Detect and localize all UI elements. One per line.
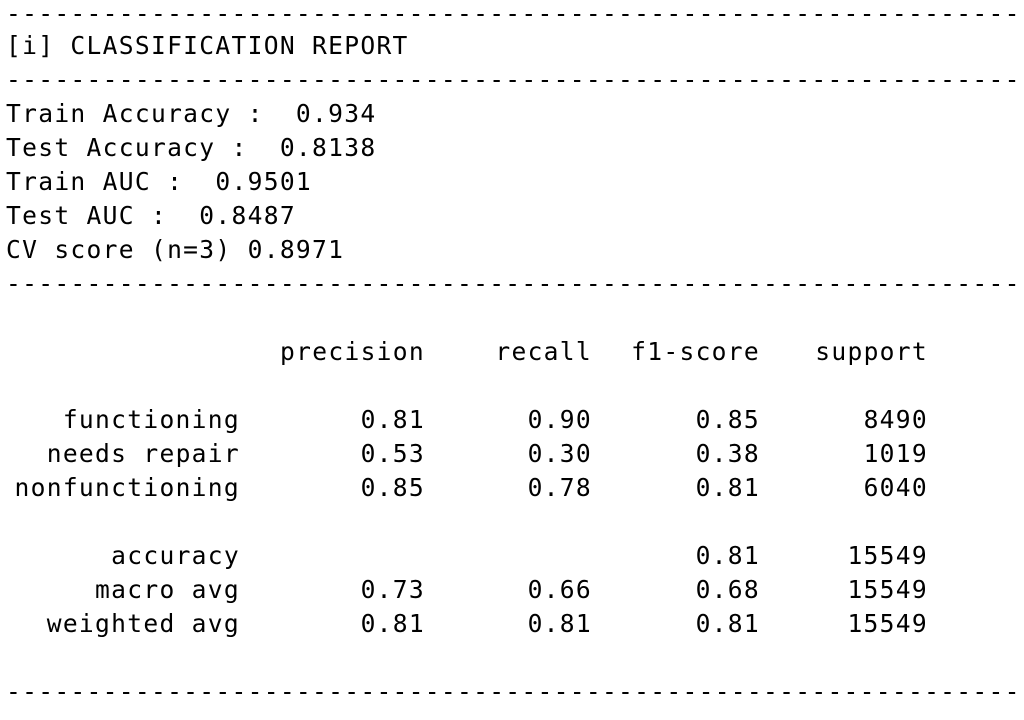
row-support: 15549 bbox=[847, 609, 928, 638]
row-recall: 0.81 bbox=[527, 609, 592, 638]
row-f1: 0.81 bbox=[695, 473, 760, 502]
row-label: weighted avg bbox=[46, 609, 240, 638]
row-recall: 0.30 bbox=[527, 439, 592, 468]
row-precision: 0.81 bbox=[360, 405, 425, 434]
header-recall: recall bbox=[495, 337, 592, 366]
row-label: macro avg bbox=[95, 575, 240, 604]
row-f1: 0.38 bbox=[695, 439, 760, 468]
header-f1-score: f1-score bbox=[631, 337, 760, 366]
metric-test-accuracy: Test Accuracy : 0.8138 bbox=[6, 133, 377, 162]
row-support: 1019 bbox=[863, 439, 928, 468]
divider-bottom: ----------------------------------------… bbox=[6, 677, 1016, 706]
row-label: nonfunctioning bbox=[14, 473, 240, 502]
row-label: needs repair bbox=[46, 439, 240, 468]
row-recall: 0.66 bbox=[527, 575, 592, 604]
row-support: 15549 bbox=[847, 575, 928, 604]
metric-test-auc: Test AUC : 0.8487 bbox=[6, 201, 296, 230]
row-label: accuracy bbox=[111, 541, 240, 570]
row-support: 8490 bbox=[863, 405, 928, 434]
row-support: 6040 bbox=[863, 473, 928, 502]
row-label: functioning bbox=[62, 405, 240, 434]
metric-train-accuracy: Train Accuracy : 0.934 bbox=[6, 99, 377, 128]
row-recall: 0.90 bbox=[527, 405, 592, 434]
row-precision: 0.73 bbox=[360, 575, 425, 604]
divider-metrics: ----------------------------------------… bbox=[6, 269, 1016, 298]
row-precision: 0.81 bbox=[360, 609, 425, 638]
header-precision: precision bbox=[280, 337, 425, 366]
row-f1: 0.81 bbox=[695, 609, 760, 638]
report-title: [i] CLASSIFICATION REPORT bbox=[6, 31, 409, 60]
divider-title: ----------------------------------------… bbox=[6, 65, 1016, 94]
row-precision: 0.53 bbox=[360, 439, 425, 468]
row-f1: 0.81 bbox=[695, 541, 760, 570]
header-support: support bbox=[815, 337, 928, 366]
row-f1: 0.68 bbox=[695, 575, 760, 604]
row-precision bbox=[250, 539, 425, 573]
row-support: 15549 bbox=[847, 541, 928, 570]
row-recall: 0.78 bbox=[527, 473, 592, 502]
divider-top: ----------------------------------------… bbox=[6, 0, 1016, 28]
row-f1: 0.85 bbox=[695, 405, 760, 434]
metric-cv-score: CV score (n=3) 0.8971 bbox=[6, 235, 345, 264]
metric-train-auc: Train AUC : 0.9501 bbox=[6, 167, 313, 196]
row-precision: 0.85 bbox=[360, 473, 425, 502]
row-recall bbox=[430, 539, 592, 573]
